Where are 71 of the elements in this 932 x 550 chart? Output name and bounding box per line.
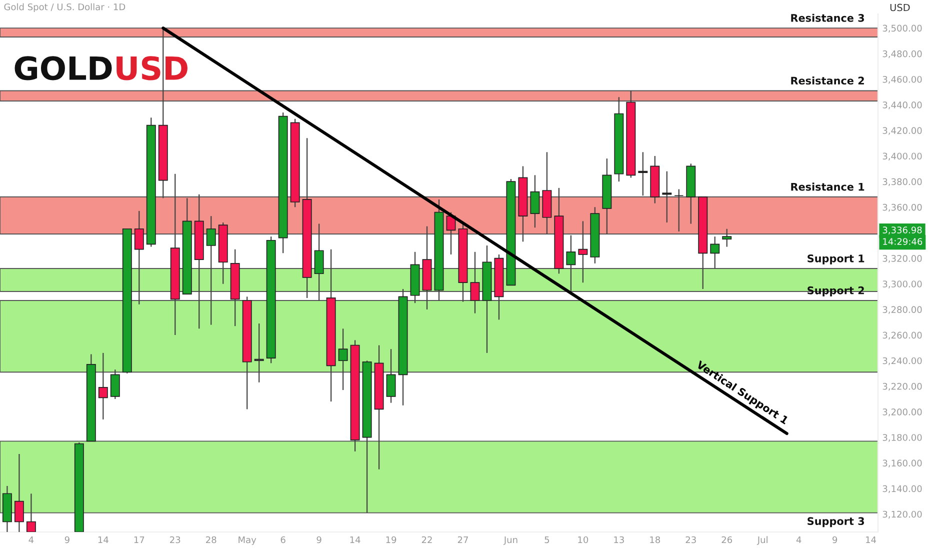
text: 14:29:46 bbox=[883, 238, 922, 245]
candlestick bbox=[110, 369, 120, 400]
y-tick-label: 3,460.00 bbox=[882, 76, 922, 84]
annotation: GOLD bbox=[14, 56, 112, 80]
x-tick-label: 13 bbox=[614, 536, 624, 544]
y-tick-label: 3,240.00 bbox=[882, 357, 922, 366]
x-tick-label: 17 bbox=[134, 536, 144, 544]
x-tick-label: 4 bbox=[28, 536, 34, 544]
y-axis-title: USD bbox=[890, 4, 910, 12]
band-label: Support 1 bbox=[808, 254, 864, 264]
candlestick bbox=[710, 236, 720, 270]
band-label: Resistance 2 bbox=[791, 76, 864, 85]
candlestick bbox=[386, 348, 396, 404]
candlestick bbox=[338, 328, 348, 391]
x-tick-label: Jun bbox=[503, 536, 518, 545]
x-tick-label: 9 bbox=[64, 536, 70, 544]
candlestick bbox=[14, 453, 24, 532]
x-tick-label: 23 bbox=[170, 536, 180, 544]
chart-title: Gold Spot / U.S. Dollar · 1D bbox=[4, 3, 126, 12]
y-tick-label: 3,420.00 bbox=[882, 127, 922, 135]
y-tick-label: 3,300.00 bbox=[882, 280, 922, 288]
candlestick bbox=[662, 170, 672, 224]
y-tick-label: 3,160.00 bbox=[882, 460, 922, 468]
y-tick-label: 3,500.00 bbox=[882, 24, 922, 33]
x-tick-label: 23 bbox=[686, 536, 696, 544]
candlestick bbox=[26, 493, 36, 532]
candlestick bbox=[98, 352, 108, 420]
candlestick bbox=[578, 220, 588, 284]
x-tick-label: 26 bbox=[722, 536, 732, 544]
x-tick-label: 18 bbox=[650, 536, 660, 544]
x-tick-label: 22 bbox=[422, 536, 432, 544]
candlestick bbox=[134, 210, 144, 305]
x-tick-label: 19 bbox=[386, 536, 396, 544]
x-tick-label: 14 bbox=[866, 536, 876, 544]
x-tick-label: 6 bbox=[280, 536, 286, 544]
x-tick-label: 14 bbox=[350, 536, 360, 544]
y-tick-label: 3,220.00 bbox=[882, 382, 922, 391]
candlestick bbox=[470, 251, 480, 314]
band-label: Support 3 bbox=[808, 517, 864, 528]
x-tick-label: 9 bbox=[316, 536, 322, 544]
x-tick-label: 9 bbox=[832, 536, 838, 544]
x-tick-label: 14 bbox=[98, 536, 108, 544]
candlestick bbox=[722, 228, 732, 248]
x-tick-label: May bbox=[238, 536, 256, 545]
candlestick bbox=[566, 234, 576, 292]
text: 3,336.98 bbox=[882, 226, 922, 234]
candlestick bbox=[314, 223, 324, 302]
x-tick-label: 28 bbox=[206, 536, 216, 544]
x-tick-label: 4 bbox=[796, 536, 802, 544]
y-tick-label: 3,260.00 bbox=[882, 332, 922, 340]
x-tick-label: 27 bbox=[458, 536, 468, 544]
candlestick bbox=[638, 152, 648, 196]
band-label: Resistance 3 bbox=[791, 14, 864, 22]
y-tick-label: 3,320.00 bbox=[882, 255, 922, 263]
x-tick-label: Jul bbox=[756, 536, 768, 545]
y-tick-label: 3,280.00 bbox=[882, 306, 922, 314]
y-tick-label: 3,400.00 bbox=[882, 152, 922, 160]
y-tick-label: 3,120.00 bbox=[882, 510, 922, 519]
y-tick-label: 3,440.00 bbox=[882, 102, 922, 110]
candlestick bbox=[206, 216, 216, 326]
y-tick-label: 3,360.00 bbox=[882, 204, 922, 212]
y-tick-label: 3,380.00 bbox=[882, 178, 922, 186]
y-tick-label: 3,180.00 bbox=[882, 434, 922, 442]
x-tick-label: 5 bbox=[544, 536, 550, 544]
band-label: Resistance 1 bbox=[791, 182, 864, 191]
y-tick-label: 3,140.00 bbox=[882, 485, 922, 493]
candlestick bbox=[530, 174, 540, 228]
y-tick-label: 3,200.00 bbox=[882, 408, 922, 416]
x-tick-label: 10 bbox=[578, 536, 588, 544]
y-tick-label: 3,480.00 bbox=[882, 50, 922, 58]
candlestick bbox=[674, 188, 684, 232]
